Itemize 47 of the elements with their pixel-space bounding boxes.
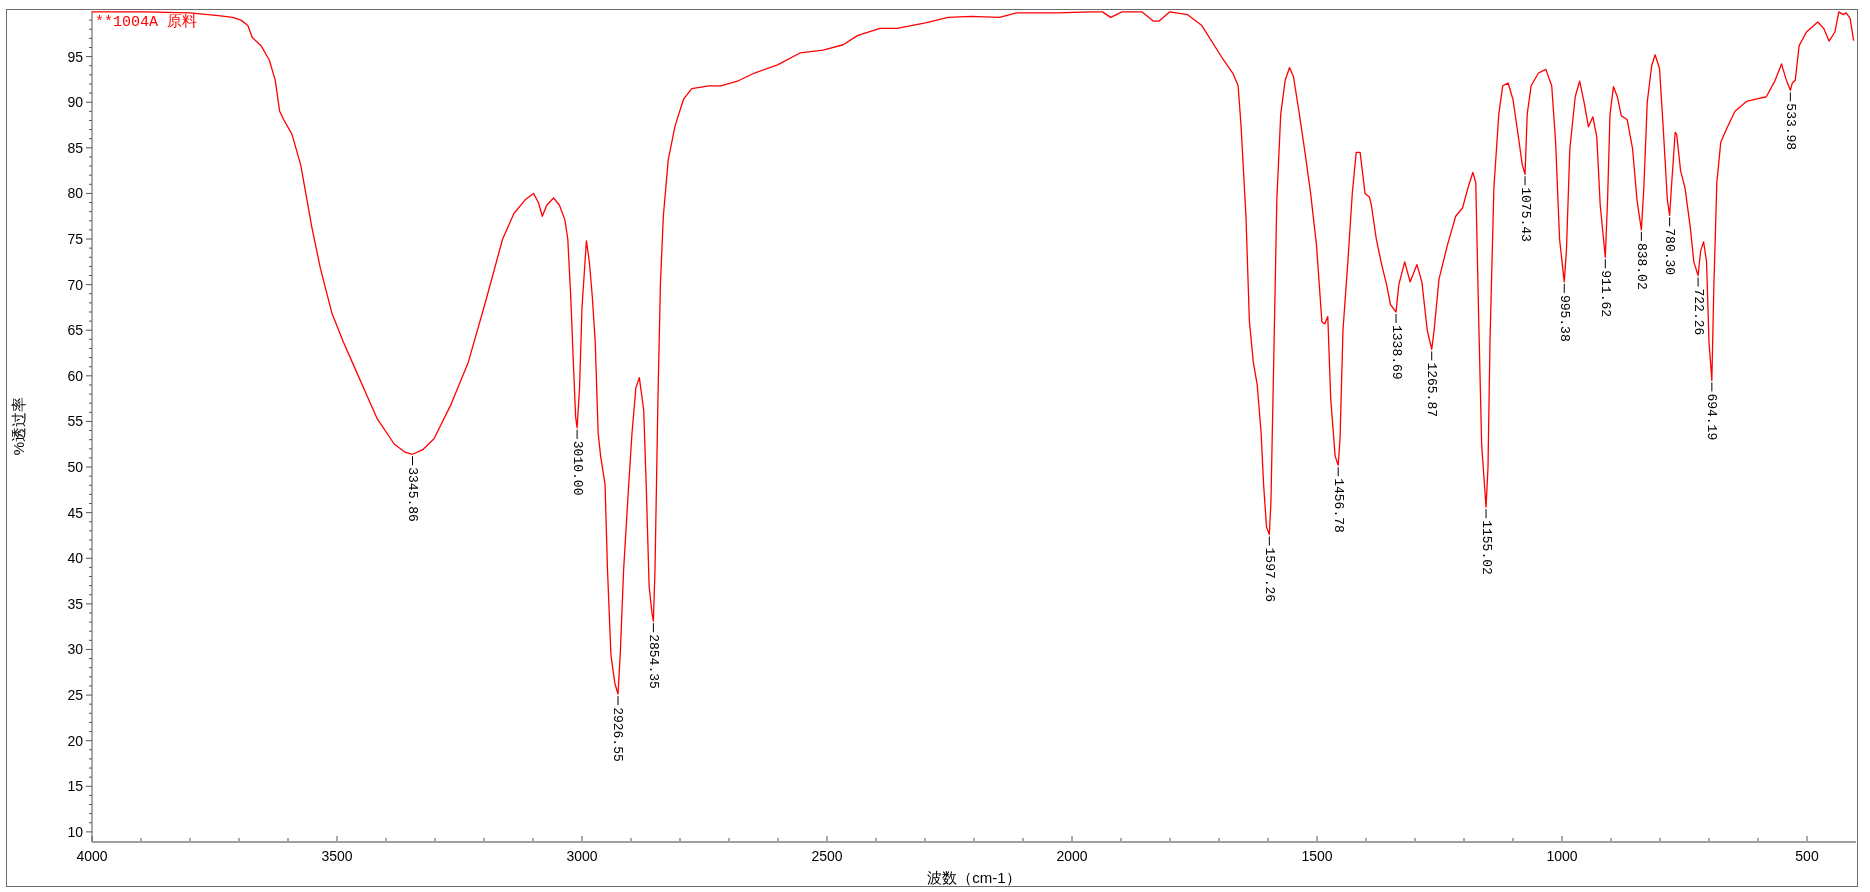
x-tick-label: 3000 (566, 848, 598, 864)
x-tick-label: 4000 (76, 848, 108, 864)
y-tick-label: 60 (67, 367, 84, 384)
series-label: **1004A 原料 (95, 13, 198, 31)
y-tick-label: 45 (67, 504, 84, 521)
y-tick-label: 80 (67, 185, 84, 202)
x-tick-label: 2000 (1056, 848, 1088, 864)
x-tick-label: 1000 (1546, 848, 1578, 864)
x-axis-title: 波数（cm-1） (927, 869, 1021, 886)
annotation: 2926.55 (610, 707, 626, 762)
y-tick-label: 10 (67, 823, 84, 840)
annotation: 995.38 (1556, 294, 1572, 342)
annotation: 533.98 (1782, 103, 1798, 151)
annotation: 911.62 (1597, 270, 1613, 318)
annotation: 1456.78 (1330, 478, 1346, 533)
y-tick-label: 50 (67, 459, 84, 476)
y-tick-label: 65 (67, 322, 84, 339)
annotation: 694.19 (1704, 393, 1720, 441)
y-tick-label: 85 (67, 139, 84, 156)
annotation: 2854.35 (645, 634, 661, 689)
y-tick-label: 70 (67, 276, 84, 293)
y-tick-label: 30 (67, 641, 84, 658)
y-tick-label: 95 (67, 48, 84, 65)
annotation: 1265.87 (1424, 362, 1440, 417)
annotation: 1597.26 (1261, 547, 1277, 603)
annotation: 3345.86 (405, 467, 421, 522)
y-tick-label: 75 (67, 231, 84, 248)
y-tick-label: 40 (67, 550, 84, 567)
y-tick-label: 35 (67, 595, 84, 612)
y-tick-label: 15 (67, 778, 84, 795)
y-axis-title: %透过率 (9, 396, 27, 456)
annotation: 1155.02 (1478, 520, 1494, 575)
y-tick-label: 90 (67, 94, 84, 111)
annotation: 1338.69 (1388, 324, 1404, 380)
annotation: 838.02 (1633, 242, 1649, 290)
x-tick-label: 3500 (321, 848, 353, 864)
x-tick-label: 500 (1795, 848, 1819, 864)
annotation: 780.30 (1662, 228, 1678, 276)
y-tick-label: 25 (67, 687, 84, 704)
y-tick-label: 55 (67, 413, 84, 430)
annotation: 1075.43 (1517, 187, 1533, 242)
annotation: 722.26 (1690, 288, 1706, 336)
line-series (92, 11, 1855, 695)
x-tick-label: 2500 (811, 848, 843, 864)
x-tick-label: 1500 (1301, 848, 1333, 864)
annotation: 3010.00 (569, 440, 585, 496)
y-tick-label: 20 (67, 732, 84, 749)
